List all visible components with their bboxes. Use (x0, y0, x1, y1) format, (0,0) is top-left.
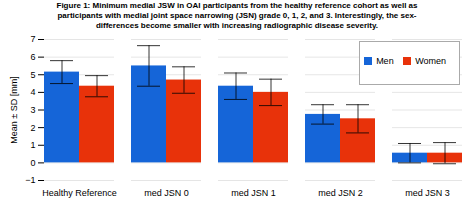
svg-text:3: 3 (30, 105, 35, 115)
svg-text:med JSN 2: med JSN 2 (318, 188, 363, 198)
html-text:Men: Men (376, 55, 394, 66)
svg-text:med JSN 0: med JSN 0 (144, 188, 189, 198)
svg-text:1: 1 (30, 140, 35, 150)
svg-text:0: 0 (30, 158, 35, 168)
svg-text:5: 5 (30, 70, 35, 80)
svg-text:med JSN 1: med JSN 1 (231, 188, 276, 198)
svg-text:−1: −1 (25, 175, 35, 185)
svg-text:med JSN 3: med JSN 3 (405, 188, 450, 198)
svg-text:4: 4 (30, 87, 35, 97)
html-text:Figure 1: Minimum medial JSW i: Figure 1: Minimum medial JSW in OAI part… (56, 1, 418, 30)
svg-text:Mean ± SD [mm]: Mean ± SD [mm] (9, 76, 19, 143)
svg-text:7: 7 (30, 34, 35, 44)
svg-text:Healthy Reference: Healthy Reference (42, 188, 117, 198)
svg-text:6: 6 (30, 52, 35, 62)
svg-text:2: 2 (30, 123, 35, 133)
html-text:Women: Women (415, 55, 446, 66)
